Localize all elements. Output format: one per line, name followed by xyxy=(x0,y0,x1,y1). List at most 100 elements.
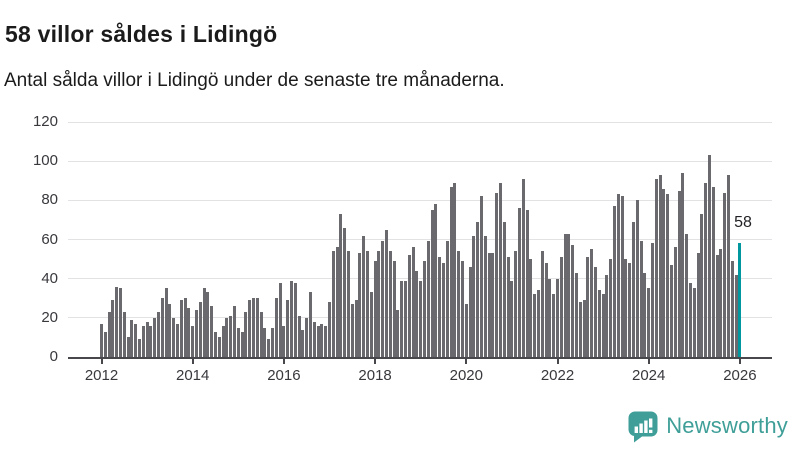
x-axis-tick xyxy=(738,359,741,364)
bar xyxy=(422,261,427,357)
bar xyxy=(734,274,738,357)
gridline xyxy=(68,199,772,201)
bar xyxy=(438,257,442,357)
bar xyxy=(677,190,681,357)
bar xyxy=(476,221,480,357)
bar xyxy=(160,298,164,357)
bar xyxy=(654,178,658,357)
bar xyxy=(719,249,723,357)
x-axis-tick-label: 2026 xyxy=(723,367,757,384)
bar xyxy=(175,323,180,357)
bar xyxy=(263,327,267,357)
bar xyxy=(149,325,153,357)
bar xyxy=(609,259,613,357)
bar xyxy=(445,241,449,357)
bar xyxy=(514,251,518,357)
bar xyxy=(354,300,358,357)
bar xyxy=(521,178,525,357)
bar xyxy=(723,192,727,357)
bar xyxy=(111,300,115,357)
bar xyxy=(647,288,651,357)
x-axis-tick-label: 2018 xyxy=(358,367,392,384)
bar xyxy=(362,235,366,357)
bar xyxy=(270,327,275,357)
bar xyxy=(118,288,123,357)
bar xyxy=(688,282,693,357)
bar xyxy=(164,288,168,357)
bar xyxy=(187,308,191,357)
bar xyxy=(700,214,704,357)
bar xyxy=(301,329,305,357)
bar xyxy=(126,337,130,357)
bar xyxy=(324,325,328,357)
bar xyxy=(327,302,332,357)
brand-name: Newsworthy xyxy=(666,413,788,438)
bar xyxy=(217,337,221,357)
bar xyxy=(453,182,457,357)
bar xyxy=(597,290,601,357)
bar xyxy=(669,264,674,357)
bar xyxy=(582,300,586,357)
bar xyxy=(430,210,434,357)
bar xyxy=(544,263,548,357)
bar xyxy=(555,278,560,357)
bar xyxy=(730,261,734,357)
bar xyxy=(232,306,237,357)
bar xyxy=(635,200,639,357)
bar xyxy=(236,327,240,357)
bar xyxy=(115,286,119,357)
bar xyxy=(529,259,533,357)
bar xyxy=(156,311,161,357)
bar xyxy=(673,247,677,357)
bar xyxy=(210,306,214,357)
bar xyxy=(297,315,301,357)
bar xyxy=(407,255,411,357)
bar xyxy=(267,339,271,357)
x-axis-tick xyxy=(374,359,377,364)
bar xyxy=(449,186,453,357)
bar xyxy=(373,261,377,357)
bar xyxy=(365,251,370,357)
highlighted-bar xyxy=(738,243,742,357)
bar xyxy=(479,196,484,357)
x-axis-line xyxy=(68,357,772,359)
x-axis-tick-label: 2014 xyxy=(176,367,210,384)
bar xyxy=(377,251,381,357)
bar xyxy=(571,245,575,357)
bar xyxy=(495,192,499,357)
bar xyxy=(388,251,392,357)
bar xyxy=(434,204,438,357)
bar xyxy=(316,325,320,357)
bar xyxy=(130,319,134,357)
bar xyxy=(498,182,503,357)
bar xyxy=(384,229,389,357)
bar xyxy=(605,274,609,357)
y-axis-tick-label: 60 xyxy=(41,230,58,248)
bar xyxy=(141,325,145,357)
bar xyxy=(715,255,719,357)
x-axis-tick xyxy=(465,359,468,364)
bar xyxy=(346,251,351,357)
y-axis-tick-label: 80 xyxy=(41,191,58,209)
bar xyxy=(415,270,419,357)
bar xyxy=(369,292,373,357)
bar xyxy=(707,155,712,357)
bar xyxy=(206,292,210,357)
bar xyxy=(153,317,157,357)
bar xyxy=(225,317,229,357)
x-axis-tick xyxy=(556,359,559,364)
bar xyxy=(491,253,495,357)
bar xyxy=(248,300,252,357)
x-axis-tick xyxy=(100,359,103,364)
bar xyxy=(533,294,537,357)
bar xyxy=(468,266,472,357)
bar xyxy=(168,304,172,357)
bar xyxy=(620,196,624,357)
bar xyxy=(122,311,126,357)
bar xyxy=(681,172,685,357)
y-axis-tick-label: 40 xyxy=(41,269,58,287)
bar xyxy=(487,253,491,357)
bar xyxy=(517,208,522,357)
bar xyxy=(460,261,465,357)
